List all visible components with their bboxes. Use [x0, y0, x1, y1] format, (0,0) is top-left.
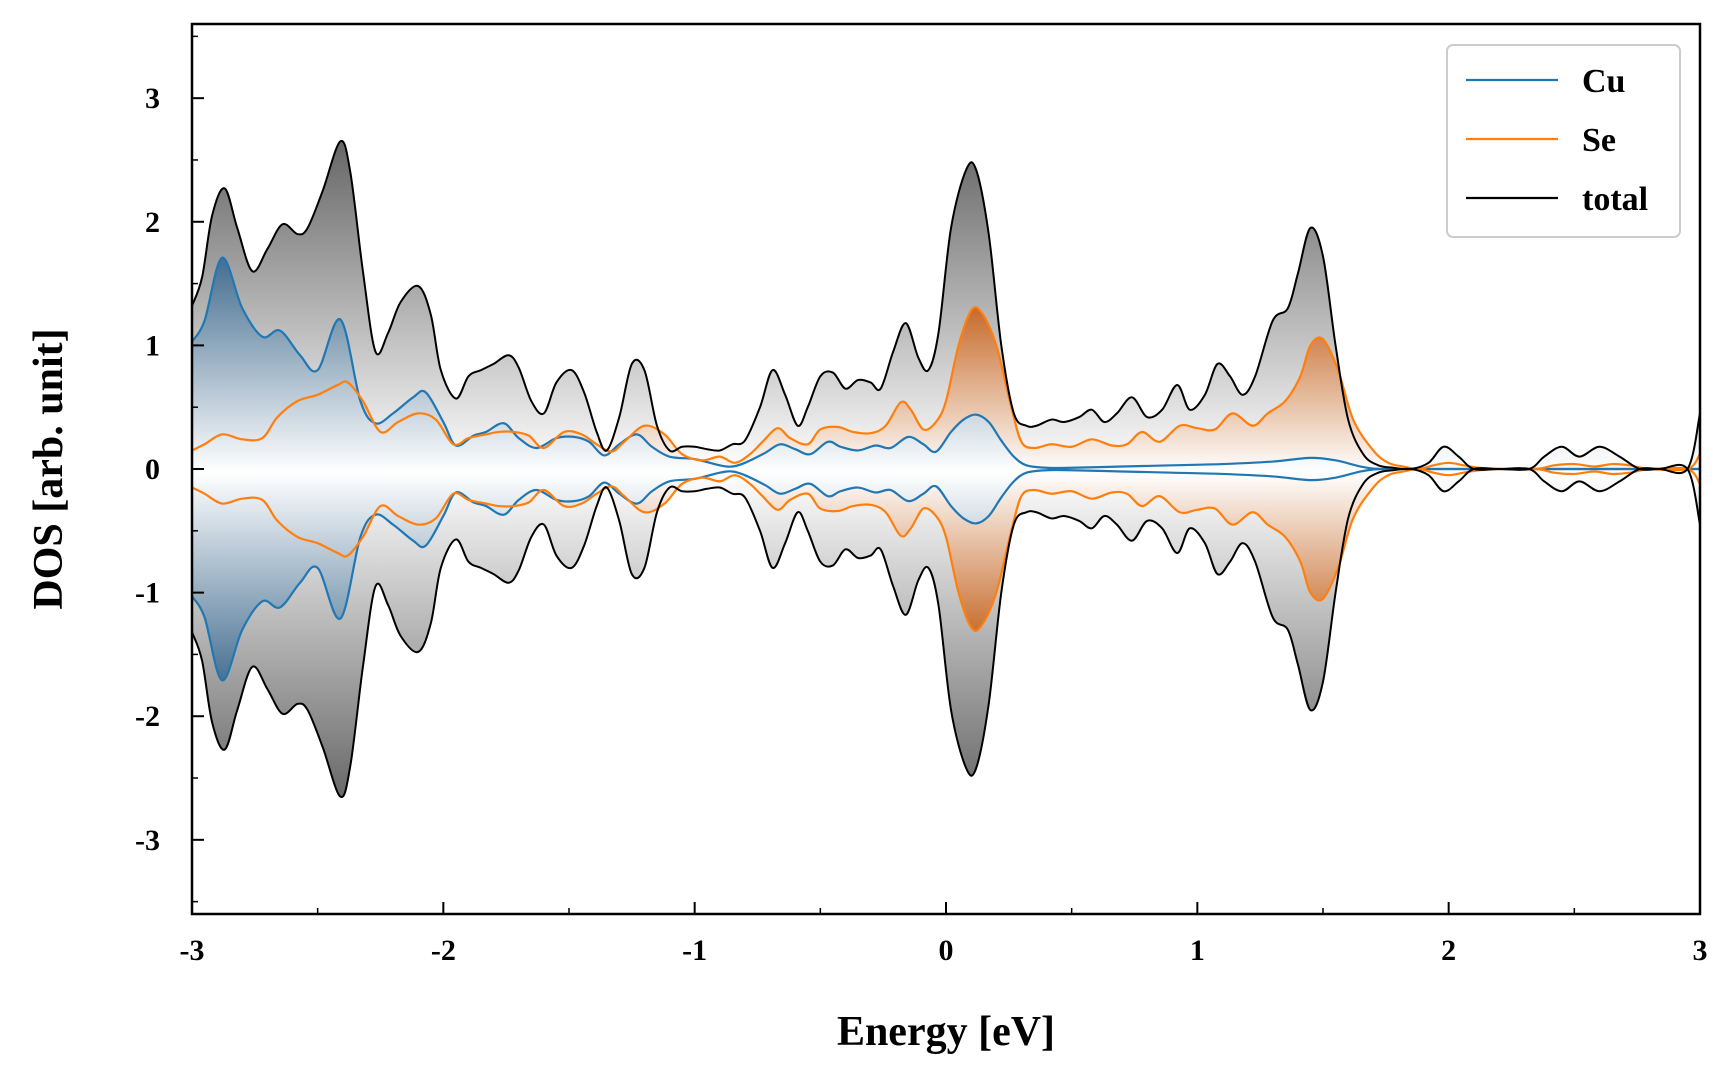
y-tick-label: 1	[145, 329, 160, 362]
series-line-total-lower	[192, 463, 1700, 799]
legend-label-se: Se	[1582, 122, 1616, 159]
fill-area-cu	[192, 257, 1700, 681]
y-tick-label: -2	[135, 700, 160, 733]
legend-box	[1446, 44, 1681, 238]
y-axis: -3 -2 -1 0 1 2 3	[135, 35, 204, 903]
y-tick-label: -1	[135, 577, 160, 610]
legend-label-total: total	[1582, 181, 1648, 218]
x-tick-label: -1	[682, 934, 707, 967]
x-tick-label: -3	[180, 934, 205, 967]
x-tick-label: 3	[1693, 934, 1708, 967]
y-tick-label: 3	[145, 82, 160, 115]
dos-fill-areas	[192, 140, 1700, 798]
legend: Cu Se total	[1446, 44, 1681, 238]
series-line-se-lower	[192, 466, 1700, 632]
y-tick-label: 0	[145, 453, 160, 486]
x-tick-label: 2	[1441, 934, 1456, 967]
x-tick-label: -2	[431, 934, 456, 967]
x-axis-title: Energy [eV]	[837, 1009, 1055, 1055]
series-line-cu-upper	[192, 256, 1700, 471]
x-tick-label: 0	[939, 934, 954, 967]
legend-label-cu: Cu	[1582, 63, 1625, 100]
x-tick-label: 1	[1190, 934, 1205, 967]
y-tick-label: -3	[135, 824, 160, 857]
series-line-cu-lower	[192, 467, 1700, 682]
x-axis: -3 -2 -1 0 1 2 3	[180, 902, 1708, 967]
series-line-total-upper	[192, 139, 1700, 475]
dos-series-lines	[192, 139, 1700, 799]
y-tick-label: 2	[145, 206, 160, 239]
y-axis-title: DOS [arb. unit]	[26, 328, 72, 609]
series-line-se-upper	[192, 306, 1700, 472]
